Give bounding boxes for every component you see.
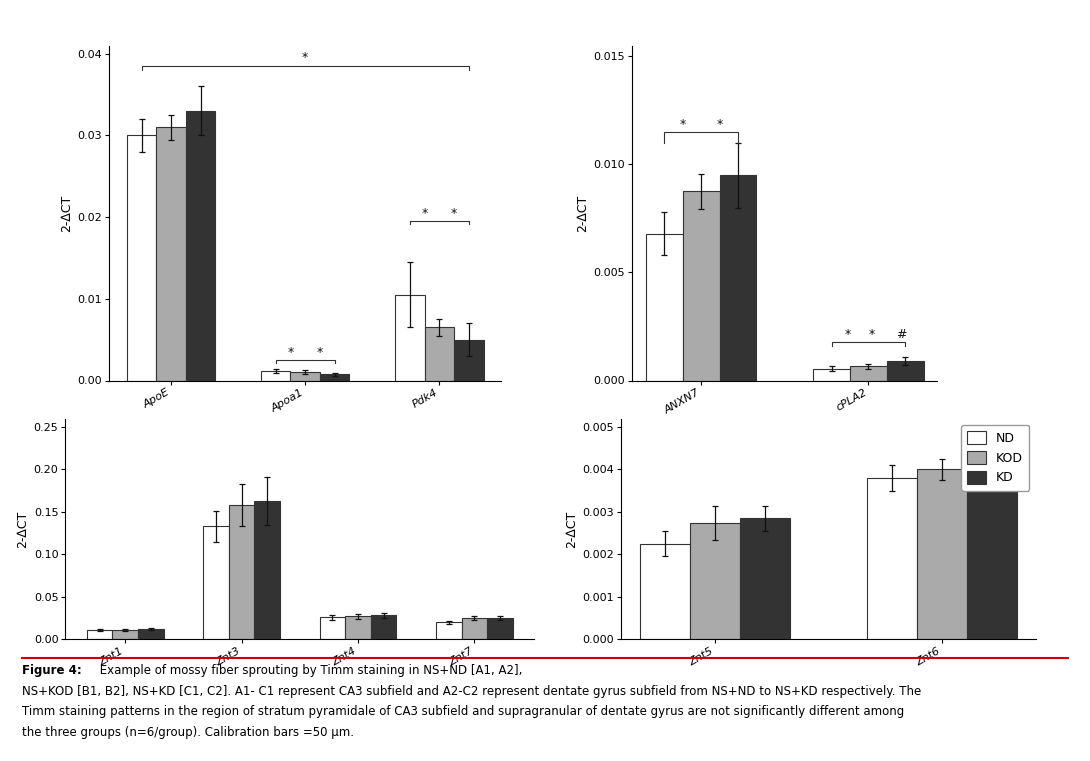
Bar <box>371 616 397 639</box>
Bar <box>740 518 790 639</box>
Bar <box>640 544 690 639</box>
Y-axis label: 2-∆CT: 2-∆CT <box>16 511 29 547</box>
Bar <box>229 505 254 639</box>
Bar <box>185 111 216 380</box>
Y-axis label: 2-∆CT: 2-∆CT <box>566 511 579 547</box>
Bar <box>917 470 967 639</box>
Bar <box>156 127 185 380</box>
Bar <box>203 527 229 639</box>
Bar <box>395 295 425 380</box>
Bar <box>261 371 290 380</box>
Text: Timm staining patterns in the region of stratum pyramidale of CA3 subfield and s: Timm staining patterns in the region of … <box>22 705 904 718</box>
Bar <box>719 175 756 380</box>
Bar <box>346 616 371 639</box>
Bar <box>436 622 461 639</box>
Bar <box>867 478 917 639</box>
Bar <box>690 523 740 639</box>
Bar <box>967 465 1017 639</box>
Bar <box>320 374 350 380</box>
Bar <box>682 192 719 380</box>
Text: *: * <box>288 346 293 359</box>
Bar <box>425 327 455 380</box>
Text: *: * <box>317 346 323 359</box>
Y-axis label: 2-∆CT: 2-∆CT <box>577 195 590 231</box>
Bar <box>813 368 850 380</box>
Text: *: * <box>869 327 875 340</box>
Bar <box>850 367 887 380</box>
Bar <box>887 361 923 380</box>
Text: *: * <box>680 118 686 131</box>
Bar <box>254 501 280 639</box>
Text: Example of mossy fiber sprouting by Timm staining in NS+ND [A1, A2],: Example of mossy fiber sprouting by Timm… <box>96 664 522 677</box>
Text: *: * <box>845 327 851 340</box>
Bar <box>646 234 682 380</box>
Text: Figure 4:: Figure 4: <box>22 664 82 677</box>
Legend: ND, KOD, KD: ND, KOD, KD <box>961 425 1029 491</box>
Bar <box>112 630 138 639</box>
Text: *: * <box>422 207 427 220</box>
Bar <box>487 618 512 639</box>
Bar <box>87 630 112 639</box>
Bar <box>138 629 164 639</box>
Text: *: * <box>451 207 457 220</box>
Text: the three groups (n=6/group). Calibration bars =50 μm.: the three groups (n=6/group). Calibratio… <box>22 726 354 739</box>
Bar <box>455 339 484 380</box>
Bar <box>319 617 346 639</box>
Text: NS+KOD [B1, B2], NS+KD [C1, C2]. A1- C1 represent CA3 subfield and A2-C2 represe: NS+KOD [B1, B2], NS+KD [C1, C2]. A1- C1 … <box>22 685 921 698</box>
Text: #: # <box>896 327 907 340</box>
Bar <box>461 618 487 639</box>
Y-axis label: 2-∆CT: 2-∆CT <box>60 195 73 231</box>
Bar <box>126 135 156 380</box>
Text: *: * <box>302 52 308 65</box>
Bar <box>290 372 320 380</box>
Text: *: * <box>716 118 723 131</box>
